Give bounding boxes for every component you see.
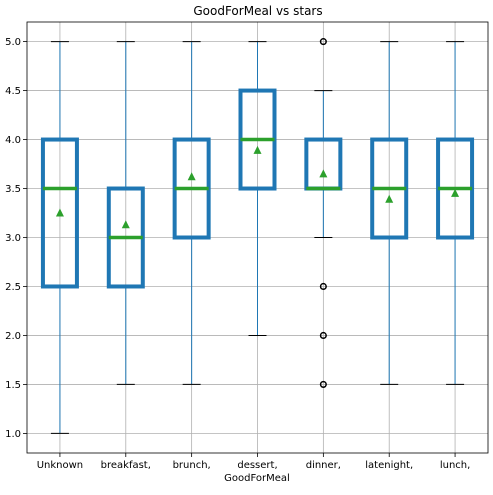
box-group-breakfast	[106, 41, 145, 385]
mean-marker	[187, 172, 196, 181]
x-tick-label: dinner,	[306, 460, 341, 471]
x-tick-label: breakfast,	[101, 460, 151, 471]
x-tick-label: latenight,	[365, 460, 413, 471]
mean-marker	[319, 169, 328, 178]
box-group-latenight	[370, 41, 409, 385]
x-tick-label: dessert,	[237, 460, 277, 471]
box-group-dinner	[304, 38, 343, 388]
plot-layer	[40, 38, 475, 434]
mean-marker	[451, 188, 460, 197]
mean-marker	[121, 220, 130, 229]
box-group-lunch	[436, 41, 475, 385]
outlier-point	[319, 331, 327, 340]
mean-marker	[55, 208, 64, 217]
x-axis: Unknown breakfast, brunch, dessert, dinner, l…	[37, 453, 470, 471]
x-axis-label: GoodForMeal	[224, 473, 290, 484]
y-tick-label: 1.5	[5, 380, 21, 391]
x-tick-label: Unknown	[37, 460, 83, 471]
y-tick-label: 5.0	[5, 37, 21, 48]
outlier-point	[319, 282, 327, 291]
outlier-point	[319, 38, 327, 46]
y-tick-label: 4.5	[5, 86, 21, 97]
y-tick-label: 4.0	[5, 135, 21, 146]
y-tick-label: 2.5	[5, 282, 21, 293]
chart-title: GoodForMeal vs stars	[193, 4, 322, 18]
mean-marker	[253, 145, 262, 154]
y-tick-label: 1.0	[5, 429, 21, 440]
iqr-box	[40, 137, 79, 289]
box-group-dessert	[238, 41, 277, 336]
y-axis: 1.0 1.5 2.0 2.5 3.0 3.5 4.0 4.5 5.0	[5, 37, 27, 440]
box-group-unknown	[40, 41, 79, 434]
outlier-point	[319, 380, 327, 388]
x-tick-label: lunch,	[440, 460, 470, 471]
y-tick-label: 3.0	[5, 233, 21, 244]
x-tick-label: brunch,	[173, 460, 211, 471]
y-tick-label: 2.0	[5, 331, 21, 342]
box-group-brunch	[172, 41, 211, 385]
y-tick-label: 3.5	[5, 184, 21, 195]
mean-marker	[385, 194, 394, 203]
